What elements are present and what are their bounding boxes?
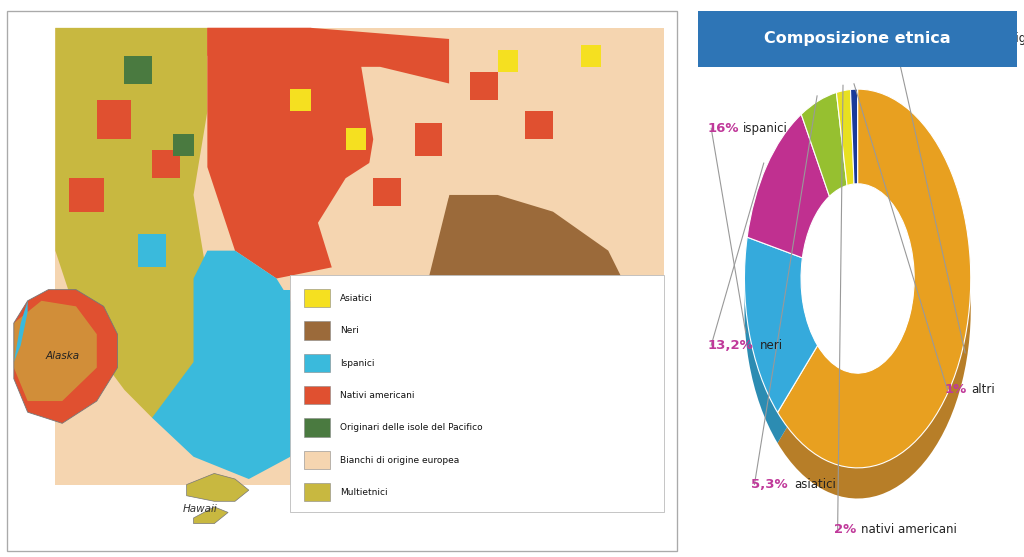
- Text: bianchi di origine europea: bianchi di origine europea: [942, 32, 1024, 46]
- FancyBboxPatch shape: [291, 275, 664, 512]
- Polygon shape: [318, 156, 450, 267]
- Circle shape: [801, 214, 914, 404]
- Polygon shape: [262, 290, 291, 317]
- Wedge shape: [744, 237, 817, 412]
- Polygon shape: [207, 28, 374, 278]
- Polygon shape: [450, 39, 664, 195]
- Wedge shape: [777, 120, 971, 499]
- Text: 2%: 2%: [835, 522, 856, 536]
- Polygon shape: [186, 473, 249, 501]
- FancyBboxPatch shape: [304, 418, 331, 437]
- Wedge shape: [744, 268, 817, 443]
- Text: Neri: Neri: [340, 326, 358, 335]
- Text: nativi americani: nativi americani: [861, 522, 956, 536]
- FancyBboxPatch shape: [304, 354, 331, 372]
- Text: Nativi americani: Nativi americani: [340, 391, 415, 400]
- Text: 62,5%: 62,5%: [891, 32, 937, 46]
- Wedge shape: [851, 120, 858, 214]
- Polygon shape: [249, 123, 291, 156]
- Circle shape: [801, 184, 914, 373]
- Text: neri: neri: [760, 339, 782, 352]
- Wedge shape: [777, 89, 971, 468]
- Polygon shape: [138, 234, 166, 267]
- Wedge shape: [801, 123, 847, 227]
- Polygon shape: [55, 28, 207, 434]
- FancyBboxPatch shape: [7, 11, 678, 551]
- Polygon shape: [153, 150, 180, 178]
- Wedge shape: [801, 92, 847, 197]
- Text: Asiatici: Asiatici: [340, 294, 373, 303]
- Text: 13,2%: 13,2%: [708, 339, 754, 352]
- Text: Composizione etnica: Composizione etnica: [764, 32, 951, 46]
- FancyBboxPatch shape: [304, 289, 331, 307]
- Polygon shape: [415, 123, 442, 156]
- Polygon shape: [14, 301, 28, 362]
- Polygon shape: [153, 251, 318, 479]
- Text: Ispanici: Ispanici: [340, 359, 375, 368]
- FancyBboxPatch shape: [304, 451, 331, 469]
- Text: Hawaii: Hawaii: [183, 505, 218, 515]
- FancyBboxPatch shape: [304, 321, 331, 340]
- FancyBboxPatch shape: [55, 28, 664, 485]
- Polygon shape: [581, 45, 601, 67]
- Wedge shape: [748, 114, 829, 258]
- Polygon shape: [194, 507, 228, 524]
- Polygon shape: [525, 111, 553, 139]
- Text: 16%: 16%: [708, 121, 739, 135]
- FancyBboxPatch shape: [698, 11, 1018, 67]
- Polygon shape: [14, 290, 118, 423]
- Polygon shape: [97, 100, 131, 139]
- Wedge shape: [837, 120, 854, 216]
- Polygon shape: [291, 89, 311, 111]
- Text: ispanici: ispanici: [742, 121, 787, 135]
- Text: Originari delle isole del Pacifico: Originari delle isole del Pacifico: [340, 423, 482, 432]
- Text: altri: altri: [971, 383, 994, 397]
- Polygon shape: [14, 301, 97, 401]
- Wedge shape: [748, 145, 829, 289]
- Text: asiatici: asiatici: [795, 478, 837, 491]
- Text: Bianchi di origine europea: Bianchi di origine europea: [340, 456, 460, 465]
- Wedge shape: [837, 90, 854, 185]
- Polygon shape: [380, 306, 415, 345]
- Polygon shape: [70, 178, 103, 212]
- Text: Multietnici: Multietnici: [340, 488, 388, 497]
- Polygon shape: [415, 195, 636, 473]
- Polygon shape: [332, 312, 359, 345]
- Polygon shape: [374, 178, 401, 206]
- Polygon shape: [207, 28, 450, 84]
- Polygon shape: [125, 56, 153, 84]
- Text: 5,3%: 5,3%: [752, 478, 787, 491]
- FancyBboxPatch shape: [304, 483, 331, 501]
- Text: 1%: 1%: [944, 383, 967, 397]
- Text: Alaska: Alaska: [45, 351, 79, 361]
- Polygon shape: [173, 134, 194, 156]
- FancyBboxPatch shape: [304, 386, 331, 404]
- Wedge shape: [851, 89, 858, 184]
- Polygon shape: [470, 72, 498, 100]
- Polygon shape: [498, 50, 518, 72]
- Polygon shape: [346, 128, 367, 150]
